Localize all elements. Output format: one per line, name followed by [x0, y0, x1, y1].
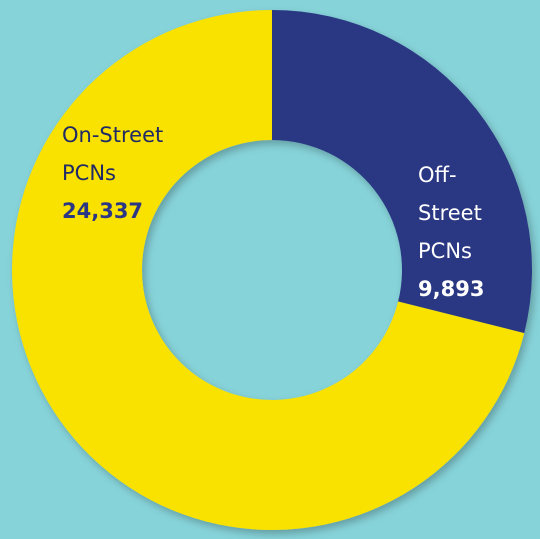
value-label: 24,337	[62, 199, 144, 223]
value-label: 9,893	[418, 277, 485, 301]
category-label: On-Street PCNs	[62, 123, 164, 185]
donut-slice	[272, 10, 533, 334]
donut-slice	[12, 10, 525, 530]
donut	[12, 10, 533, 530]
slice-label: On-Street PCNs 24,337	[62, 116, 212, 230]
slice-label: Off-Street PCNs 9,893	[418, 156, 514, 308]
category-label: Off-Street PCNs	[418, 163, 482, 263]
